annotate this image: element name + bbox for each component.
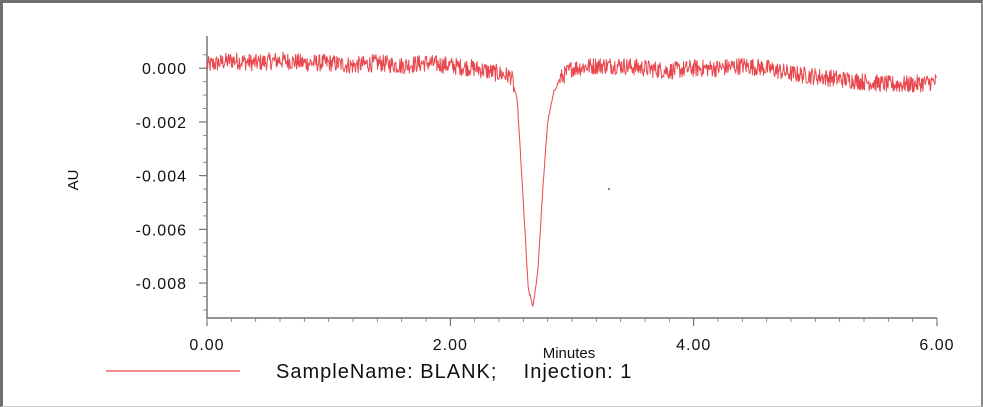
x-tick-label: 4.00 <box>676 337 711 354</box>
x-tick-label: 0.00 <box>189 337 224 354</box>
x-tick-label: 6.00 <box>919 337 954 354</box>
stray-dot <box>608 188 610 190</box>
y-axis-title: AU <box>65 170 82 191</box>
x-tick-label: 2.00 <box>433 337 468 354</box>
x-axis-title: Minutes <box>543 345 596 362</box>
y-tick-label: -0.006 <box>136 222 187 239</box>
y-tick-label: -0.008 <box>136 276 187 293</box>
y-tick-label: 0.000 <box>142 61 187 78</box>
y-tick-label: -0.002 <box>136 115 187 132</box>
y-tick-label: -0.004 <box>136 169 187 186</box>
legend-label: SampleName: BLANK; Injection: 1 <box>276 361 632 383</box>
series-line <box>206 51 938 307</box>
